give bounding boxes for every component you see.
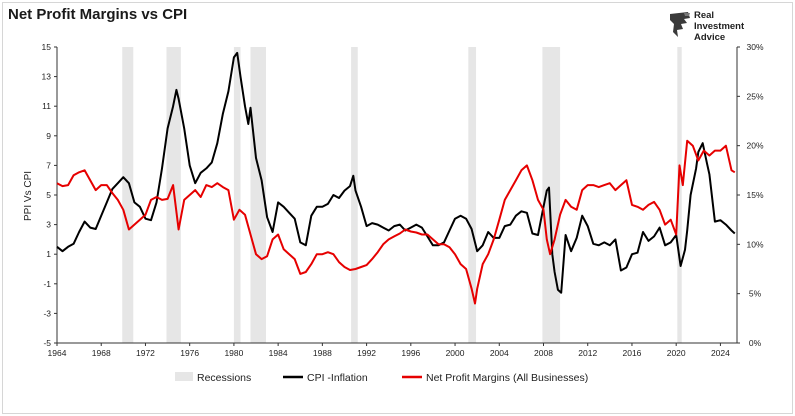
y-tick-label: 15 bbox=[42, 42, 52, 52]
recession-band bbox=[468, 47, 477, 343]
y-tick-label: -1 bbox=[43, 279, 51, 289]
y2-tick-label: 0% bbox=[749, 338, 762, 348]
x-tick-label: 1968 bbox=[92, 348, 111, 358]
recession-band bbox=[250, 47, 266, 343]
recession-band bbox=[122, 47, 134, 343]
y2-tick-label: 15% bbox=[746, 190, 763, 200]
y-tick-label: 3 bbox=[46, 220, 51, 230]
x-tick-label: 2000 bbox=[446, 348, 465, 358]
recession-band bbox=[233, 47, 241, 343]
x-tick-label: 2008 bbox=[534, 348, 553, 358]
legend: Recessions CPI -Inflation Net Profit Margi… bbox=[175, 372, 588, 384]
y2-tick-label: 5% bbox=[749, 289, 762, 299]
x-tick-label: 1984 bbox=[269, 348, 288, 358]
legend-net-profit-margins-label: Net Profit Margins (All Businesses) bbox=[426, 372, 588, 384]
x-tick-label: 1996 bbox=[401, 348, 420, 358]
y2-tick-label: 25% bbox=[746, 91, 763, 101]
recession-band bbox=[542, 47, 561, 343]
y2-tick-label: 20% bbox=[746, 141, 763, 151]
x-tick-label: 1988 bbox=[313, 348, 332, 358]
x-tick-label: 1992 bbox=[357, 348, 376, 358]
legend-cpi-inflation-label: CPI -Inflation bbox=[307, 372, 368, 384]
brand-line-1: Real bbox=[694, 10, 715, 21]
x-tick-label: 1964 bbox=[48, 348, 67, 358]
brand-logo: Real Investment Advice bbox=[668, 10, 788, 46]
series-lines bbox=[56, 51, 736, 305]
x-tick-label: 2024 bbox=[711, 348, 730, 358]
y-tick-label: -5 bbox=[43, 338, 51, 348]
y-tick-label: 11 bbox=[42, 101, 51, 111]
legend-recessions-swatch bbox=[175, 372, 193, 381]
axes: 1964 1968 1972 1976 1980 1984 1988 1992 1996 2000… bbox=[42, 42, 764, 358]
brand-line-3: Advice bbox=[694, 32, 726, 43]
recession-bands bbox=[122, 47, 682, 343]
recession-band bbox=[351, 47, 358, 343]
y-axis-label: PPI Vs CPI bbox=[23, 171, 34, 221]
brand-name: Real Investment Advice bbox=[694, 10, 744, 43]
y2-tick-label: 10% bbox=[746, 239, 763, 249]
x-tick-label: 1980 bbox=[224, 348, 243, 358]
brand-line-2: Investment bbox=[694, 21, 745, 32]
eagle-icon bbox=[670, 12, 690, 37]
x-tick-label: 2016 bbox=[622, 348, 641, 358]
net-profit-margins-line bbox=[56, 139, 736, 305]
y-tick-label: 5 bbox=[46, 190, 51, 200]
y-tick-label: 13 bbox=[42, 72, 52, 82]
x-tick-label: 2004 bbox=[490, 348, 509, 358]
x-tick-label: 2020 bbox=[667, 348, 686, 358]
y-tick-label: 9 bbox=[46, 131, 51, 141]
x-tick-label: 1972 bbox=[136, 348, 155, 358]
legend-recessions-label: Recessions bbox=[197, 372, 251, 384]
y-tick-label: 7 bbox=[46, 160, 51, 170]
y2-tick-label: 30% bbox=[746, 42, 763, 52]
chart-title: Net Profit Margins vs CPI bbox=[8, 6, 188, 23]
x-tick-label: 1976 bbox=[180, 348, 199, 358]
cpi-inflation-line bbox=[56, 51, 736, 294]
recession-band bbox=[677, 47, 682, 343]
x-tick-label: 2012 bbox=[578, 348, 597, 358]
y-tick-label: 1 bbox=[46, 249, 51, 259]
y-tick-label: -3 bbox=[43, 308, 51, 318]
